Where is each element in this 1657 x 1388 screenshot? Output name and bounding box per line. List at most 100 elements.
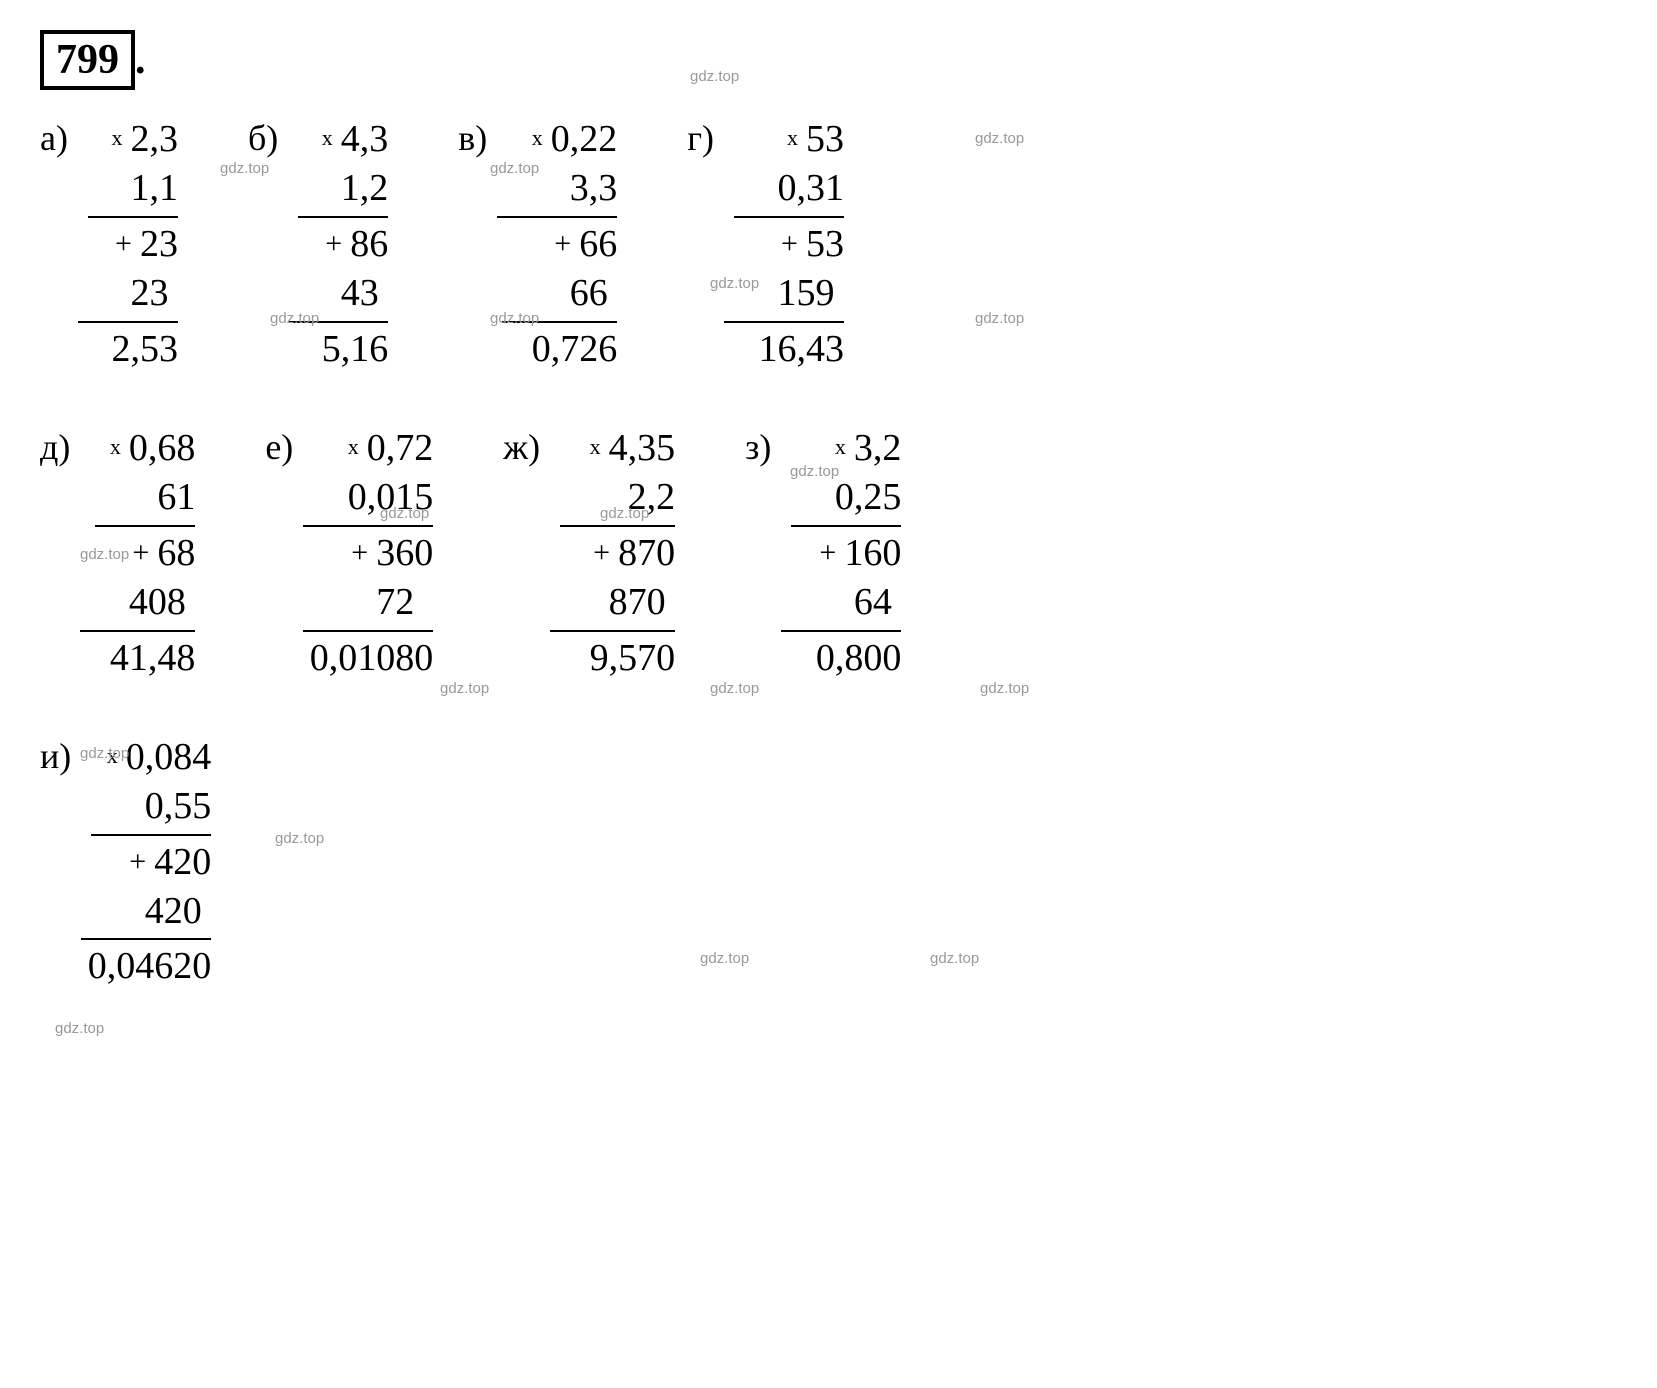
result: 0,726 [532,325,618,374]
plus-sign: + [132,536,149,570]
problem-label: з) [745,424,771,468]
mult-sign: x [532,125,543,151]
watermark-text: gdz.top [80,745,129,762]
division-line [560,525,675,527]
long-multiplication: x530,31+53159 16,43 [724,115,844,374]
operand-1: 0,22 [551,115,618,164]
mult-sign: x [110,434,121,460]
result: 9,570 [590,634,676,683]
result-line [81,938,211,940]
long-multiplication: x4,352,2+870870 9,570 [550,424,675,683]
partial-product: 23 [140,220,178,269]
problem-label: и) [40,733,71,777]
partial-product: 159 [778,269,845,318]
division-line [298,216,388,218]
plus-sign: + [819,536,836,570]
problem-label: а) [40,115,68,159]
watermark-text: gdz.top [600,505,649,522]
partial-product: 23 [130,269,178,318]
result-line [781,630,901,632]
long-multiplication: x0,223,3+6666 0,726 [497,115,617,374]
problem-group: б)x4,31,2+8643 5,16 [248,115,388,374]
problem-group: в)x0,223,3+6666 0,726 [458,115,617,374]
plus-sign: + [781,227,798,261]
operand-1: 0,72 [367,424,434,473]
partial-product: 64 [854,578,902,627]
plus-sign: + [115,227,132,261]
operand-1: 4,3 [341,115,389,164]
mult-sign: x [835,434,846,460]
watermark-text: gdz.top [380,505,429,522]
division-line [791,525,901,527]
watermark-text: gdz.top [270,310,319,327]
result: 5,16 [322,325,389,374]
partial-product: 870 [618,529,675,578]
operand-2: 0,25 [835,473,902,522]
problem-number-box: 799 [40,30,135,90]
result-line [303,630,433,632]
problem-group: ж)x4,352,2+870870 9,570 [503,424,675,683]
watermark-text: gdz.top [490,160,539,177]
division-line [497,216,617,218]
problem-label: д) [40,424,70,468]
partial-product: 420 [145,887,212,936]
plus-sign: + [554,227,571,261]
partial-product: 870 [609,578,676,627]
mult-sign: x [111,125,122,151]
problem-label: е) [265,424,293,468]
watermark-text: gdz.top [975,130,1024,147]
watermark-text: gdz.top [275,830,324,847]
problems-container: а)x2,31,1+2323 2,53б)x4,31,2+8643 5,16в)… [40,115,1617,992]
problem-label: г) [687,115,714,159]
partial-product: 53 [806,220,844,269]
partial-product: 68 [157,529,195,578]
watermark-text: gdz.top [930,950,979,967]
result: 0,01080 [310,634,434,683]
problem-label: б) [248,115,278,159]
operand-2: 1,1 [130,164,178,213]
result: 41,48 [110,634,196,683]
long-multiplication: x0,720,015+36072 0,01080 [303,424,433,683]
operand-1: 4,35 [609,424,676,473]
result: 2,53 [111,325,178,374]
plus-sign: + [129,845,146,879]
plus-sign: + [351,536,368,570]
partial-product: 86 [350,220,388,269]
watermark-text: gdz.top [790,463,839,480]
watermark-text: gdz.top [700,950,749,967]
problem-group: а)x2,31,1+2323 2,53 [40,115,178,374]
division-line [303,525,433,527]
partial-product: 360 [376,529,433,578]
operand-2: 0,55 [145,782,212,831]
problem-group: и)x0,0840,55+420420 0,04620 [40,733,211,992]
problem-number-dot: . [135,37,146,83]
problem-group: е)x0,720,015+36072 0,01080 [265,424,433,683]
operand-2: 1,2 [341,164,389,213]
watermark-text: gdz.top [975,310,1024,327]
watermark-text: gdz.top [440,680,489,697]
operand-2: 3,3 [570,164,618,213]
plus-sign: + [593,536,610,570]
watermark-text: gdz.top [55,1020,104,1037]
problem-number-container: 799. [40,30,1617,115]
partial-product: 43 [341,269,389,318]
partial-product: 420 [154,838,211,887]
mult-sign: x [348,434,359,460]
result: 0,800 [816,634,902,683]
mult-sign: x [787,125,798,151]
problem-row: и)x0,0840,55+420420 0,04620 [40,733,1617,992]
partial-product: 72 [376,578,433,627]
watermark-text: gdz.top [710,680,759,697]
partial-product: 66 [570,269,618,318]
operand-1: 0,084 [126,733,212,782]
division-line [88,216,178,218]
result: 16,43 [759,325,845,374]
division-line [95,525,195,527]
problem-group: г)x530,31+53159 16,43 [687,115,844,374]
watermark-text: gdz.top [980,680,1029,697]
operand-1: 0,68 [129,424,196,473]
operand-2: 0,31 [778,164,845,213]
watermark-text: gdz.top [220,160,269,177]
partial-product: 408 [129,578,196,627]
result-line [550,630,675,632]
